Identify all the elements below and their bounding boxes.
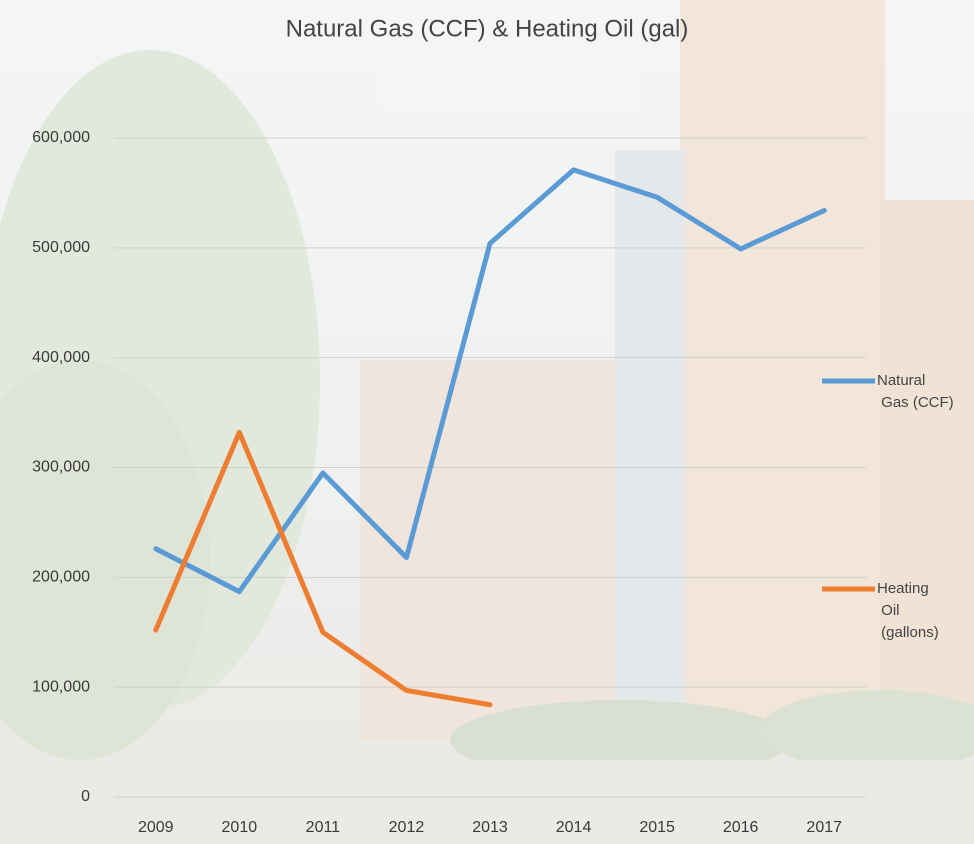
x-tick-label: 2011 <box>306 819 341 836</box>
chart-title: Natural Gas (CCF) & Heating Oil (gal) <box>286 15 689 42</box>
y-tick-label: 600,000 <box>32 129 90 146</box>
x-tick-label: 2010 <box>222 819 258 836</box>
y-tick-label: 0 <box>81 788 90 805</box>
x-tick-label: 2015 <box>639 819 675 836</box>
y-tick-label: 200,000 <box>32 569 90 586</box>
x-tick-label: 2013 <box>472 819 508 836</box>
data-line <box>153 167 827 595</box>
y-tick-label: 300,000 <box>32 459 90 476</box>
x-tick-label: 2016 <box>723 819 759 836</box>
x-tick-label: 2017 <box>806 819 842 836</box>
legend-label: Natural Gas (CCF) <box>877 372 954 411</box>
x-tick-label: 2009 <box>138 819 174 836</box>
x-tick-label: 2012 <box>389 819 425 836</box>
y-tick-label: 400,000 <box>32 349 90 366</box>
y-tick-label: 100,000 <box>32 678 90 695</box>
data-line <box>153 429 493 708</box>
x-tick-label: 2014 <box>556 819 592 836</box>
y-tick-label: 500,000 <box>32 239 90 256</box>
legend-label: Heating Oil (gallons) <box>877 580 939 641</box>
